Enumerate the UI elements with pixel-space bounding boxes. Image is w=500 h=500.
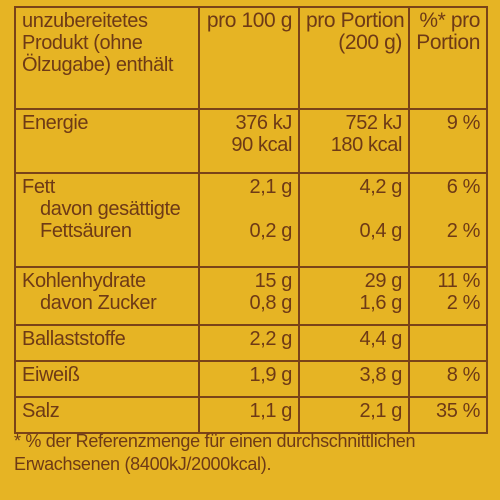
header-label: unzubereitetes Produkt (ohne Ölzugabe) e… (14, 6, 200, 110)
table-row-salz: Salz 1,1 g 2,1 g 35 % (14, 396, 488, 434)
fett-label: Fett (22, 176, 55, 198)
fett-sub-percent: 2 % (446, 220, 481, 242)
table-row-energie: Energie 376 kJ 90 kcal 752 kJ 180 kcal 9… (14, 108, 488, 174)
kohlenhydrate-label-cell: Kohlenhydrate davon Zucker (14, 266, 200, 326)
fett-portion-cell: 4,2 g 0,4 g (298, 172, 410, 268)
eiweiss-label: Eiweiß (14, 360, 200, 398)
eiweiss-percent: 8 % (408, 360, 488, 398)
eiweiss-portion: 3,8 g (298, 360, 410, 398)
energie-per100-kj: 376 kJ (235, 112, 292, 134)
header-per-portion-line2: (200 g) (338, 31, 402, 54)
zucker-portion: 1,6 g (359, 292, 403, 314)
header-per-portion-line1: pro Portion (306, 9, 405, 32)
table-row-eiweiss: Eiweiß 1,9 g 3,8 g 8 % (14, 360, 488, 398)
kohlenhydrate-percent-cell: 11 % 2 % (408, 266, 488, 326)
kohlenhydrate-portion: 29 g (364, 270, 403, 292)
fett-percent: 6 % (446, 176, 481, 198)
reference-footnote: * % der Referenzmenge für einen durchsch… (14, 431, 416, 474)
nutrition-table: unzubereitetes Produkt (ohne Ölzugabe) e… (14, 6, 488, 434)
fett-per100: 2,1 g (249, 176, 293, 198)
kohlenhydrate-per100-cell: 15 g 0,8 g (198, 266, 300, 326)
salz-per100: 1,1 g (198, 396, 300, 434)
zucker-per100: 0,8 g (249, 292, 293, 314)
fett-percent-cell: 6 % 2 % (408, 172, 488, 268)
ballaststoffe-label: Ballaststoffe (14, 324, 200, 362)
kohlenhydrate-portion-cell: 29 g 1,6 g (298, 266, 410, 326)
fett-sub-label-line2: Fettsäuren (40, 220, 132, 242)
header-per-100g: pro 100 g (198, 6, 300, 110)
energie-portion-kj: 752 kJ (345, 112, 402, 134)
kohlenhydrate-percent: 11 % (437, 270, 480, 292)
salz-percent: 35 % (408, 396, 488, 434)
energie-portion-kcal: 180 kcal (330, 134, 403, 156)
energie-percent: 9 % (408, 108, 488, 174)
kohlenhydrate-label: Kohlenhydrate (22, 270, 146, 292)
fett-label-cell: Fett davon gesättigte Fettsäuren (14, 172, 200, 268)
ballaststoffe-portion: 4,4 g (298, 324, 410, 362)
zucker-percent: 2 % (446, 292, 481, 314)
salz-label: Salz (14, 396, 200, 434)
header-percent-line1: %* pro (419, 9, 480, 32)
header-per-portion: pro Portion (200 g) (298, 6, 410, 110)
eiweiss-per100: 1,9 g (198, 360, 300, 398)
fett-per100-cell: 2,1 g 0,2 g (198, 172, 300, 268)
table-header-row: unzubereitetes Produkt (ohne Ölzugabe) e… (14, 6, 488, 110)
table-row-kohlenhydrate: Kohlenhydrate davon Zucker 15 g 0,8 g 29… (14, 266, 488, 326)
table-row-ballaststoffe: Ballaststoffe 2,2 g 4,4 g (14, 324, 488, 362)
zucker-label: davon Zucker (40, 292, 157, 314)
ballaststoffe-per100: 2,2 g (198, 324, 300, 362)
header-percent: %* pro Portion (408, 6, 488, 110)
header-percent-line2: Portion (416, 31, 480, 54)
ballaststoffe-percent (408, 324, 488, 362)
table-row-fett: Fett davon gesättigte Fettsäuren 2,1 g 0… (14, 172, 488, 268)
fett-sub-portion: 0,4 g (359, 220, 403, 242)
kohlenhydrate-per100: 15 g (254, 270, 293, 292)
fett-portion: 4,2 g (359, 176, 403, 198)
fett-sub-label-line1: davon gesättigte (40, 198, 181, 220)
fett-sub-per100: 0,2 g (249, 220, 293, 242)
salz-portion: 2,1 g (298, 396, 410, 434)
energie-per100-kcal: 90 kcal (231, 134, 292, 156)
energie-label: Energie (14, 108, 200, 174)
energie-per100: 376 kJ 90 kcal (198, 108, 300, 174)
energie-portion: 752 kJ 180 kcal (298, 108, 410, 174)
